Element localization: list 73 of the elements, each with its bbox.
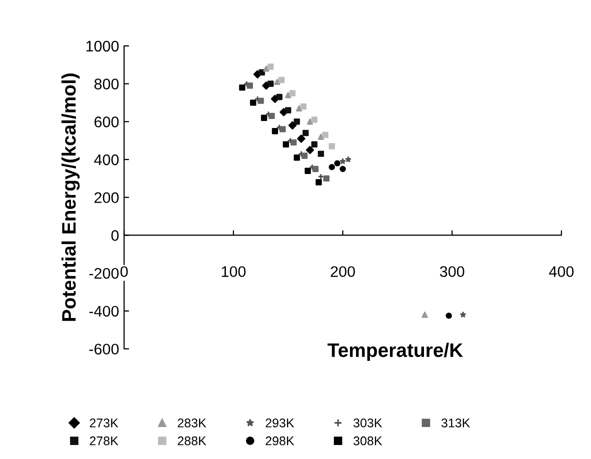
legend-label: 303K (354, 418, 382, 428)
point (340, 166, 346, 172)
y-tick-label: -200 (89, 268, 119, 279)
point (280, 126, 286, 132)
point (300, 103, 307, 110)
point (285, 107, 292, 114)
point (285, 92, 292, 98)
point (294, 154, 300, 161)
x-tick-label: 0 (120, 266, 128, 278)
x-tick-label: 100 (222, 266, 246, 278)
point (268, 112, 275, 120)
legend-label: 273K (90, 418, 118, 428)
legend-label: 283K (178, 418, 206, 428)
point (311, 116, 318, 123)
point (306, 118, 314, 125)
point (250, 100, 256, 106)
y-tick-label: -400 (89, 306, 119, 317)
point (306, 146, 314, 154)
point (460, 312, 466, 318)
point (290, 139, 297, 146)
x-axis-title: Temperature/K (328, 342, 463, 361)
y-tick-label: 200 (94, 192, 119, 204)
legend-label: 313K (441, 418, 470, 428)
point (294, 118, 300, 125)
point (288, 121, 297, 130)
point (318, 134, 324, 140)
point (263, 66, 270, 72)
y-tick-label: 400 (94, 154, 119, 166)
point (272, 128, 278, 134)
point (239, 84, 246, 91)
legend-label: 298K (266, 436, 294, 446)
legend-label: 308K (354, 436, 382, 446)
point (311, 141, 318, 148)
point (296, 105, 302, 112)
point (289, 90, 296, 96)
point (276, 94, 282, 100)
point (345, 156, 352, 162)
y-tick-label: 0 (111, 230, 119, 241)
y-tick-label: -600 (89, 344, 119, 355)
point (328, 164, 335, 170)
point (274, 78, 280, 85)
x-tick-label: 300 (440, 266, 464, 278)
point (328, 143, 335, 150)
point (316, 179, 322, 186)
point (297, 134, 306, 143)
legend-label: 293K (266, 418, 294, 428)
point (422, 312, 428, 318)
point (302, 130, 309, 136)
y-tick-label: 600 (94, 116, 119, 128)
point (446, 312, 452, 319)
point (304, 168, 311, 174)
point (301, 152, 308, 159)
point (312, 166, 319, 172)
x-tick-label: 200 (330, 266, 355, 278)
point (246, 82, 253, 89)
point (268, 64, 274, 70)
legend-label: 288K (178, 436, 206, 446)
y-tick-label: 1000 (86, 40, 119, 52)
x-tick-label: 400 (549, 266, 574, 278)
point (323, 175, 330, 182)
point (278, 76, 285, 84)
legend-label: 278K (90, 436, 118, 446)
y-axis-title: Potential Energy/(kcal/mol) (62, 74, 80, 321)
point (268, 80, 274, 87)
point (322, 132, 328, 138)
point (318, 150, 324, 157)
point (334, 160, 340, 166)
point (318, 173, 324, 180)
point (340, 158, 346, 164)
point (260, 114, 268, 121)
y-tick-label: 800 (94, 78, 119, 90)
point (282, 141, 290, 148)
point (258, 98, 264, 104)
